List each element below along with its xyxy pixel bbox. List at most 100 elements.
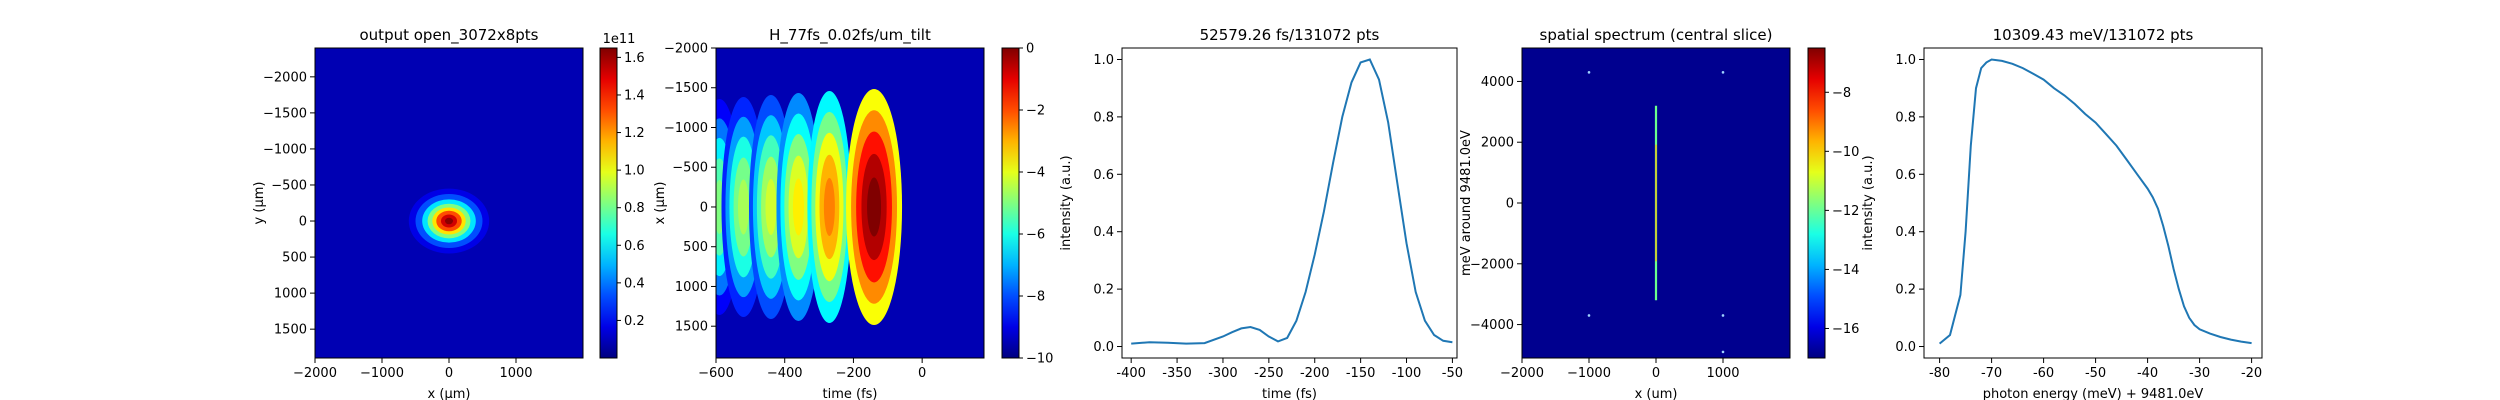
y-tick-label: 0.4 <box>1895 225 1916 240</box>
colorbar-scale <box>599 47 618 359</box>
colorbar-tick-label: −16 <box>1832 322 1859 337</box>
x-tick-label: −1000 <box>1567 366 1611 381</box>
chart-title: 10309.43 meV/131072 pts <box>1993 26 2194 44</box>
y-tick-label: −2000 <box>664 42 708 57</box>
y-tick-label: 1500 <box>274 323 307 338</box>
colorbar-tick-label: 0 <box>1026 42 1034 57</box>
colorbar-tick-label: −14 <box>1832 263 1859 278</box>
x-tick-label: -250 <box>1254 366 1284 381</box>
pulse-lobe <box>765 178 777 235</box>
colorbar-scale <box>1807 47 1826 359</box>
spectrum-dot <box>1721 314 1725 317</box>
y-tick-label: −2000 <box>263 70 307 85</box>
x-tick-label: -30 <box>2189 366 2210 381</box>
x-axis-label: x (um) <box>1635 387 1678 400</box>
colorbar-tick-label: −2 <box>1026 104 1045 119</box>
pulse-lobe <box>823 177 835 236</box>
y-tick-label: −2000 <box>1470 257 1514 272</box>
y-axis-label: intensity (a.u.) <box>1059 155 1074 250</box>
x-tick-label: 1000 <box>499 366 532 381</box>
y-tick-label: 0.8 <box>1895 110 1916 125</box>
chart-panel-3: -400 -350 -300 -250 -200 -150 -100 -50 0.0 0.2 0.4… <box>1059 26 1463 400</box>
y-tick-label: −4000 <box>1470 318 1514 333</box>
y-axis-label: x (μm) <box>653 182 668 225</box>
chart-title: H_77fs_0.02fs/um_tilt <box>769 26 931 45</box>
colorbar-tick-label: 1.2 <box>624 126 645 141</box>
x-tick-label: -70 <box>1981 366 2002 381</box>
colorbar-tick-label: 1.4 <box>624 88 645 103</box>
y-tick-label: 1.0 <box>1895 53 1916 68</box>
y-tick-label: 0 <box>700 200 708 215</box>
x-tick-label: 0 <box>1652 366 1660 381</box>
colorbar-tick-label: 0.6 <box>624 239 645 254</box>
x-tick-label: -60 <box>2033 366 2054 381</box>
colorbar-tick-label: −8 <box>1026 290 1045 305</box>
chart-panel-1: −2000 −1000 0 1000 −2000 −1500 −1000 −500 0 500 10… <box>252 26 584 400</box>
x-tick-label: -50 <box>1442 366 1463 381</box>
y-tick-label: 0.2 <box>1093 283 1114 298</box>
y-tick-label: 0.0 <box>1895 340 1916 355</box>
series-line <box>1131 58 1453 345</box>
y-tick-label: −1000 <box>664 121 708 136</box>
x-tick-label: -100 <box>1392 366 1422 381</box>
colorbar-tick-label: 1.6 <box>624 51 645 66</box>
chart-title: output open_3072x8pts <box>360 26 539 45</box>
colorbar-tick-label: −8 <box>1832 86 1851 101</box>
beam-contour <box>444 217 454 225</box>
chart-panel-5: -80 -70 -60 -50 -40 -30 -20 0.0 0.2 0.4 0.6 0.8 1.0 1… <box>1861 26 2263 400</box>
x-tick-label: 0 <box>918 366 926 381</box>
x-tick-label: 0 <box>445 366 453 381</box>
x-tick-label: -150 <box>1346 366 1376 381</box>
colorbar-tick-label: −4 <box>1026 166 1045 181</box>
chart-panel-2: −600 −400 −200 0−2000−1500−1000−50005001000… <box>653 26 985 400</box>
y-tick-label: 0.6 <box>1093 168 1114 183</box>
x-tick-label: −2000 <box>293 366 337 381</box>
x-tick-label: -20 <box>2241 366 2262 381</box>
y-tick-label: 0.6 <box>1895 168 1916 183</box>
y-axis-label: meV around 9481.0eV <box>1459 130 1474 276</box>
colorbar-tick-label: 0.4 <box>624 276 645 291</box>
y-axis-label: intensity (a.u.) <box>1861 155 1876 250</box>
colorbar-4: −8 −10 −12 −14 −16 <box>1807 47 1859 359</box>
pulse-lobe <box>867 177 882 237</box>
y-axis-label: y (μm) <box>252 182 267 225</box>
y-tick-label: 2000 <box>1481 136 1514 151</box>
axes-frame <box>715 47 985 359</box>
axes-frame <box>1121 47 1458 359</box>
x-tick-label: −1000 <box>360 366 404 381</box>
y-tick-label: 0 <box>1506 197 1514 212</box>
x-tick-label: −400 <box>767 366 803 381</box>
y-tick-label: 1000 <box>274 287 307 302</box>
y-tick-label: 0.4 <box>1093 225 1114 240</box>
spectrum-dot <box>1721 71 1725 74</box>
x-tick-label: -300 <box>1208 366 1238 381</box>
x-tick-label: -400 <box>1116 366 1146 381</box>
colorbar-tick-label: −12 <box>1832 204 1859 219</box>
x-tick-label: −600 <box>698 366 734 381</box>
series-line <box>1938 58 2252 345</box>
colorbar-2: 0 −2 −4 −6 −8 −10 <box>1001 42 1053 367</box>
colorbar-tick-label: 0.2 <box>624 314 645 329</box>
chart-title: 52579.26 fs/131072 pts <box>1200 26 1380 44</box>
axes-frame <box>1923 47 2263 359</box>
y-tick-label: −1000 <box>263 142 307 157</box>
y-tick-label: 4000 <box>1481 75 1514 90</box>
colorbar-tick-label: −6 <box>1026 228 1045 243</box>
pulse-lobe <box>737 179 749 235</box>
colorbar-tick-label: −10 <box>1832 145 1859 160</box>
x-tick-label: 1000 <box>1706 366 1739 381</box>
x-axis-label: photon energy (meV) + 9481.0eV <box>1983 387 2204 400</box>
x-axis-label: time (fs) <box>1262 387 1317 400</box>
y-tick-label: 1000 <box>675 280 708 295</box>
y-tick-label: 1500 <box>675 320 708 335</box>
pulse-lobe <box>792 178 804 236</box>
colorbar-tick-label: 1.0 <box>624 164 645 179</box>
x-axis-label: x (μm) <box>428 387 471 400</box>
x-tick-label: -200 <box>1300 366 1330 381</box>
y-tick-label: 0.8 <box>1093 110 1114 125</box>
y-tick-label: 500 <box>683 240 708 255</box>
x-tick-label: −200 <box>836 366 872 381</box>
y-tick-label: 0.2 <box>1895 283 1916 298</box>
x-tick-label: -50 <box>2085 366 2106 381</box>
